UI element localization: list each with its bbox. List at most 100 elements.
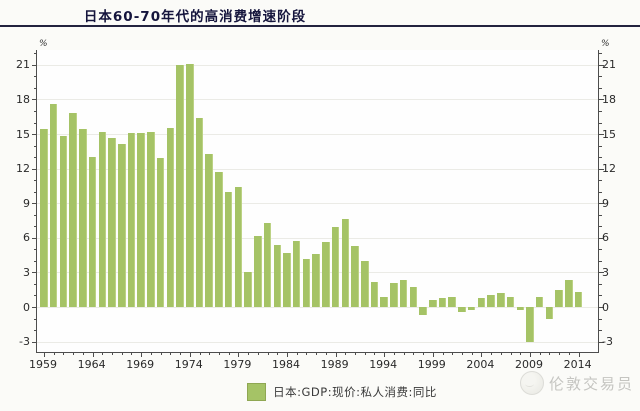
y-tick — [599, 157, 602, 159]
y-tick — [599, 249, 602, 251]
y-tick — [599, 191, 602, 193]
x-tick — [102, 352, 104, 355]
y-tick — [599, 87, 602, 89]
y-tick — [599, 307, 604, 308]
bar-1965 — [98, 131, 107, 307]
bar-1997 — [409, 287, 418, 307]
bar-1963 — [79, 129, 87, 307]
bar-2012 — [555, 289, 563, 307]
bar-2009 — [526, 307, 534, 342]
y-tick — [599, 134, 604, 136]
x-tick — [491, 352, 493, 355]
bar-1992 — [361, 260, 369, 307]
x-tick — [248, 352, 250, 355]
bar-1989 — [331, 227, 340, 307]
bar-1978 — [224, 191, 233, 307]
legend-swatch — [247, 383, 267, 401]
legend-label: 日本:GDP:现价:私人消费:同比 — [273, 385, 437, 399]
y-tick — [34, 249, 37, 251]
x-axis-label: 1994 — [369, 358, 398, 371]
y-tick — [32, 272, 37, 274]
y-tick — [599, 341, 604, 343]
bar-1999 — [429, 300, 437, 307]
x-tick — [218, 352, 220, 355]
bar-2005 — [487, 295, 495, 307]
x-tick — [413, 352, 415, 355]
x-tick — [141, 352, 143, 357]
y-axis-label-left: -3 — [19, 335, 30, 349]
x-tick — [44, 352, 45, 357]
bar-2002 — [458, 307, 466, 312]
y-tick — [34, 226, 37, 228]
x-tick — [267, 352, 269, 355]
x-tick — [63, 352, 65, 355]
y-axis-label-left: 15 — [16, 127, 30, 141]
x-tick — [316, 352, 318, 355]
x-tick — [384, 352, 386, 357]
bar-1991 — [351, 245, 359, 307]
title-underline — [0, 25, 640, 27]
x-tick — [112, 352, 114, 355]
bar-1995 — [390, 282, 398, 307]
bar-1973 — [176, 64, 184, 307]
bar-1980 — [244, 272, 252, 307]
watermark-text: 伦敦交易员 — [548, 374, 634, 393]
bar-1976 — [205, 153, 213, 307]
x-tick — [559, 352, 561, 355]
bar-2003 — [467, 307, 476, 311]
bar-1986 — [302, 258, 311, 307]
bar-1962 — [69, 113, 77, 307]
bar-1967 — [118, 144, 126, 307]
y-tick — [599, 64, 604, 66]
y-axis-label-right: 6 — [602, 231, 609, 245]
gridline — [37, 203, 598, 205]
y-tick — [32, 203, 37, 205]
bar-2008 — [516, 307, 525, 311]
x-tick — [257, 352, 259, 355]
bar-2001 — [448, 296, 456, 307]
x-tick — [442, 352, 444, 355]
y-tick — [34, 87, 37, 89]
x-tick — [150, 352, 152, 355]
bar-1983 — [273, 244, 282, 307]
y-tick — [599, 330, 602, 332]
gridline — [37, 99, 598, 101]
y-tick — [34, 295, 37, 297]
y-tick — [34, 76, 37, 78]
x-tick — [82, 352, 84, 355]
gridline — [37, 134, 598, 136]
y-tick — [34, 110, 37, 112]
y-axis-label-right: 15 — [602, 127, 616, 141]
y-tick — [599, 145, 602, 147]
page-title: 日本60-70年代的高消费增速阶段 — [83, 9, 307, 25]
x-tick — [160, 352, 162, 355]
x-tick — [393, 352, 395, 355]
x-tick — [325, 352, 327, 355]
y-tick — [34, 191, 37, 193]
y-tick — [32, 64, 37, 66]
bar-1964 — [88, 157, 97, 307]
y-tick — [599, 76, 602, 78]
gridline — [37, 237, 598, 239]
x-tick — [92, 352, 94, 357]
x-tick — [238, 352, 240, 357]
bar-1966 — [108, 137, 116, 307]
bar-1988 — [322, 242, 330, 307]
x-tick — [539, 352, 541, 355]
gridline — [37, 64, 598, 66]
x-axis-label: 2014 — [563, 358, 592, 371]
y-axis-label-right: 18 — [602, 92, 616, 106]
y-axis-label-left: 9 — [23, 196, 30, 210]
x-tick — [73, 352, 75, 355]
bar-1990 — [341, 219, 350, 307]
x-tick — [306, 352, 308, 355]
y-axis-label-right: 21 — [602, 58, 616, 72]
bar-1960 — [49, 104, 58, 307]
bar-1985 — [292, 241, 301, 307]
bar-1975 — [195, 117, 204, 307]
x-tick — [170, 352, 172, 355]
x-tick — [530, 352, 531, 357]
x-axis-label: 1964 — [77, 358, 106, 371]
